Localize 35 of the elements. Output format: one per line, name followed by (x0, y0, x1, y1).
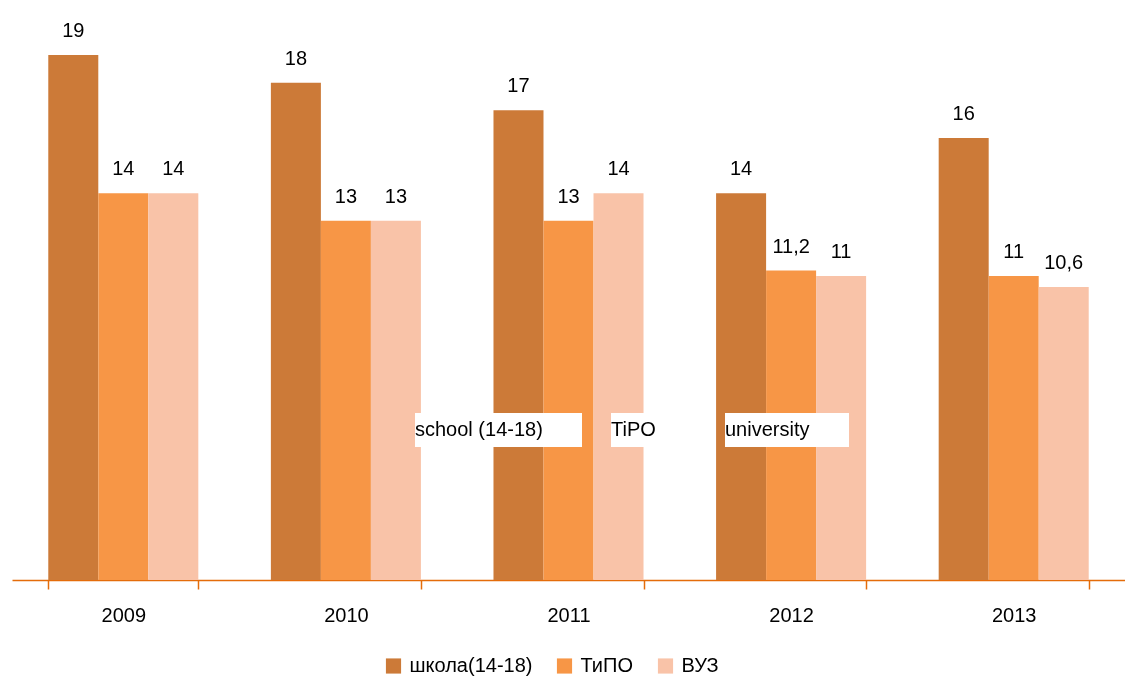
annotation: school (14-18) (415, 418, 543, 440)
data-label: 13 (334, 184, 358, 207)
data-label: 13 (384, 184, 408, 207)
x-tick-label: 2012 (769, 603, 814, 626)
data-label: 11 (830, 240, 852, 263)
annotation: TiPO (611, 418, 656, 440)
data-label: 11,2 (772, 234, 810, 257)
data-label: 11 (1003, 240, 1025, 263)
bar (988, 276, 1039, 580)
legend-label: школа(14-18) (409, 654, 533, 676)
data-label: 14 (729, 157, 753, 180)
data-label: 14 (607, 157, 630, 180)
x-tick-label: 2013 (991, 603, 1037, 626)
bar (320, 220, 371, 580)
data-label: 14 (112, 157, 135, 180)
data-label: 10,6 (1044, 251, 1084, 274)
data-label: 17 (507, 74, 530, 97)
data-label: 18 (284, 46, 308, 69)
bar (98, 193, 149, 580)
bar (543, 220, 594, 580)
legend-label: ВУЗ (681, 654, 719, 676)
data-label: 19 (62, 19, 85, 41)
annotation: university (725, 418, 810, 440)
data-label: 13 (557, 184, 580, 207)
x-tick-label: 2009 (101, 603, 147, 626)
bar (1038, 287, 1089, 580)
bar (48, 55, 99, 580)
x-tick-label: 2010 (324, 603, 369, 626)
data-label: 14 (162, 157, 185, 180)
data-label: 16 (952, 101, 975, 124)
bar (938, 137, 989, 580)
x-tick-label: 2011 (547, 603, 591, 626)
bar (270, 82, 321, 580)
bar (148, 193, 199, 580)
legend-label: ТиПО (580, 654, 633, 676)
